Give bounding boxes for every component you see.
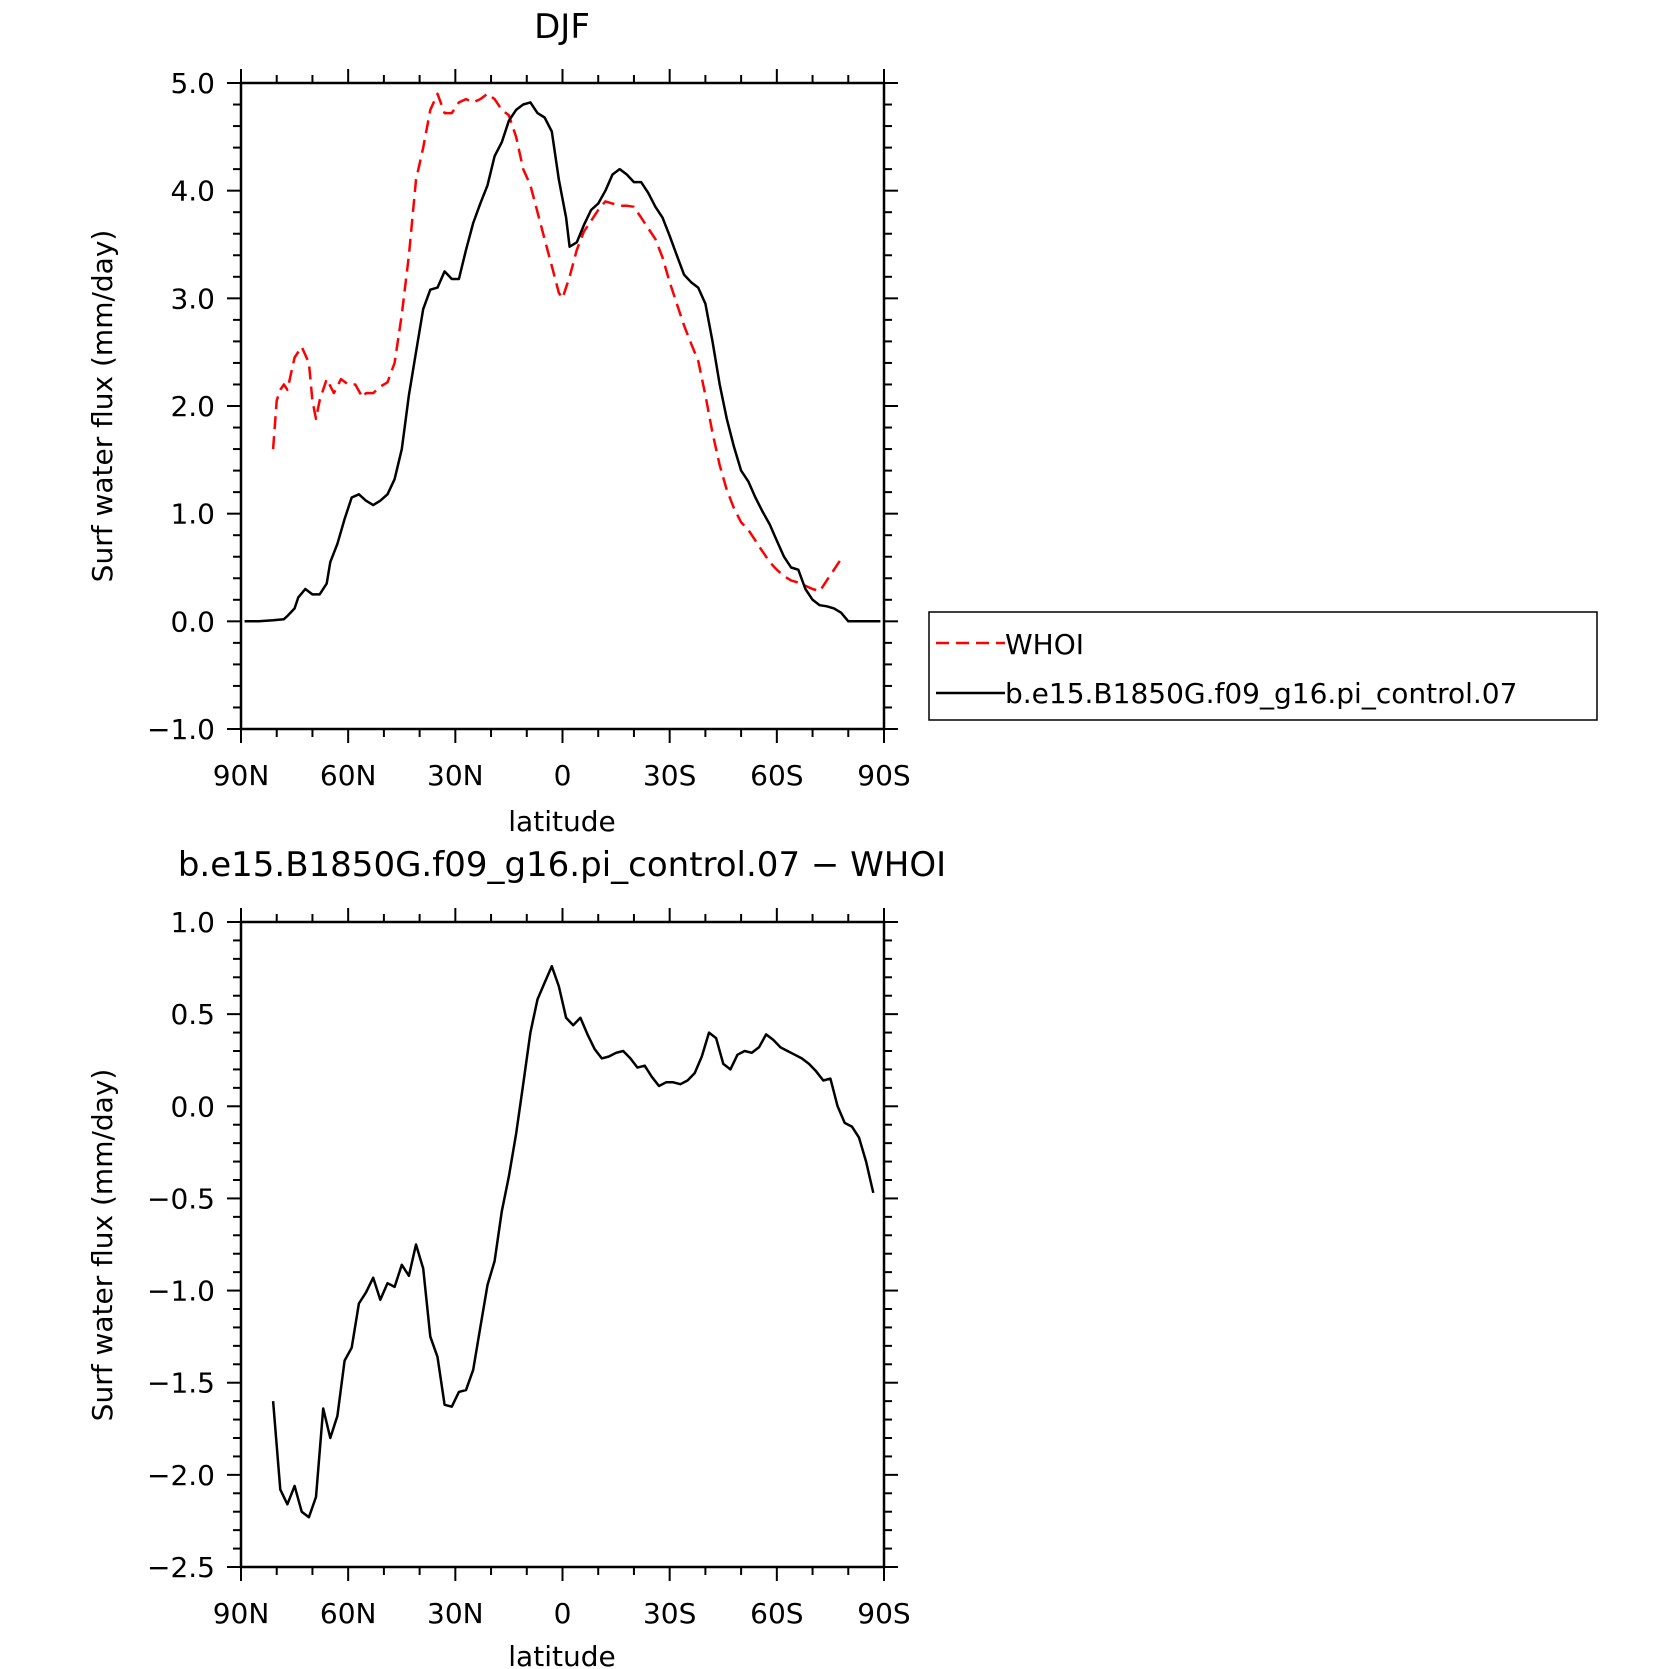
top-panel-title: DJF [534,7,590,47]
y-tick-label: 0.0 [170,605,215,638]
bottom-series-lines [271,964,875,1519]
legend-label-model: b.e15.B1850G.f09_g16.pi_control.07 [1005,677,1517,710]
y-tick-label: −1.0 [147,1275,215,1308]
x-tick-label: 30N [427,759,484,792]
legend-label-whoi: WHOI [1005,628,1084,661]
top-series-lines [244,92,881,623]
x-tick-label: 0 [554,1597,572,1630]
x-tick-label: 90N [213,759,270,792]
x-tick-label: 0 [554,759,572,792]
legend-box [928,611,1598,721]
y-tick-label: 4.0 [170,175,215,208]
x-tick-label: 90N [213,1597,270,1630]
bottom-y-tick-labels: −2.5 −2.0 −1.5 −1.0 −0.5 0.0 0.5 1.0 [147,906,215,1584]
bottom-x-axis-label: latitude [508,1640,615,1669]
y-tick-label: −2.5 [147,1551,215,1584]
x-tick-label: 30N [427,1597,484,1630]
y-tick-label: −0.5 [147,1182,215,1215]
top-axis-ticks [227,69,898,743]
y-tick-label: 1.0 [170,906,215,939]
x-tick-label: 60N [320,1597,377,1630]
y-tick-label: −1.5 [147,1367,215,1400]
top-x-tick-labels: 90N 60N 30N 0 30S 60S 90S [213,759,911,792]
bottom-axis-ticks [227,908,898,1581]
bottom-panel-difference: b.e15.B1850G.f09_g16.pi_control.07 − WHO… [86,845,946,1669]
bottom-panel-title: b.e15.B1850G.f09_g16.pi_control.07 − WHO… [178,845,946,885]
top-plot-frame [239,81,886,731]
y-tick-label: 1.0 [170,498,215,531]
bottom-y-axis-label: Surf water flux (mm/day) [86,1069,119,1422]
difference-line [271,964,875,1519]
x-tick-label: 90S [857,1597,910,1630]
bottom-plot-frame [239,920,886,1569]
top-panel-djf: DJF −1.0 0.0 1.0 2.0 3.0 4.0 5.0 90N 60N 30N 0 30S… [86,7,911,838]
y-tick-label: −1.0 [147,713,215,746]
x-tick-label: 60S [750,1597,803,1630]
whoi-line [271,92,843,593]
y-tick-label: 2.0 [170,390,215,423]
top-y-tick-labels: −1.0 0.0 1.0 2.0 3.0 4.0 5.0 [147,67,215,746]
top-x-axis-label: latitude [508,805,615,838]
model-line [244,101,881,623]
y-tick-label: 0.5 [170,998,215,1031]
bottom-x-tick-labels: 90N 60N 30N 0 30S 60S 90S [213,1597,911,1630]
x-tick-label: 60N [320,759,377,792]
x-tick-label: 30S [643,759,696,792]
top-y-axis-label: Surf water flux (mm/day) [86,230,119,583]
y-tick-label: −2.0 [147,1459,215,1492]
legend: WHOI b.e15.B1850G.f09_g16.pi_control.07 [928,611,1598,721]
y-tick-label: 0.0 [170,1090,215,1123]
y-tick-label: 3.0 [170,282,215,315]
x-tick-label: 60S [750,759,803,792]
x-tick-label: 90S [857,759,910,792]
y-tick-label: 5.0 [170,67,215,100]
x-tick-label: 30S [643,1597,696,1630]
